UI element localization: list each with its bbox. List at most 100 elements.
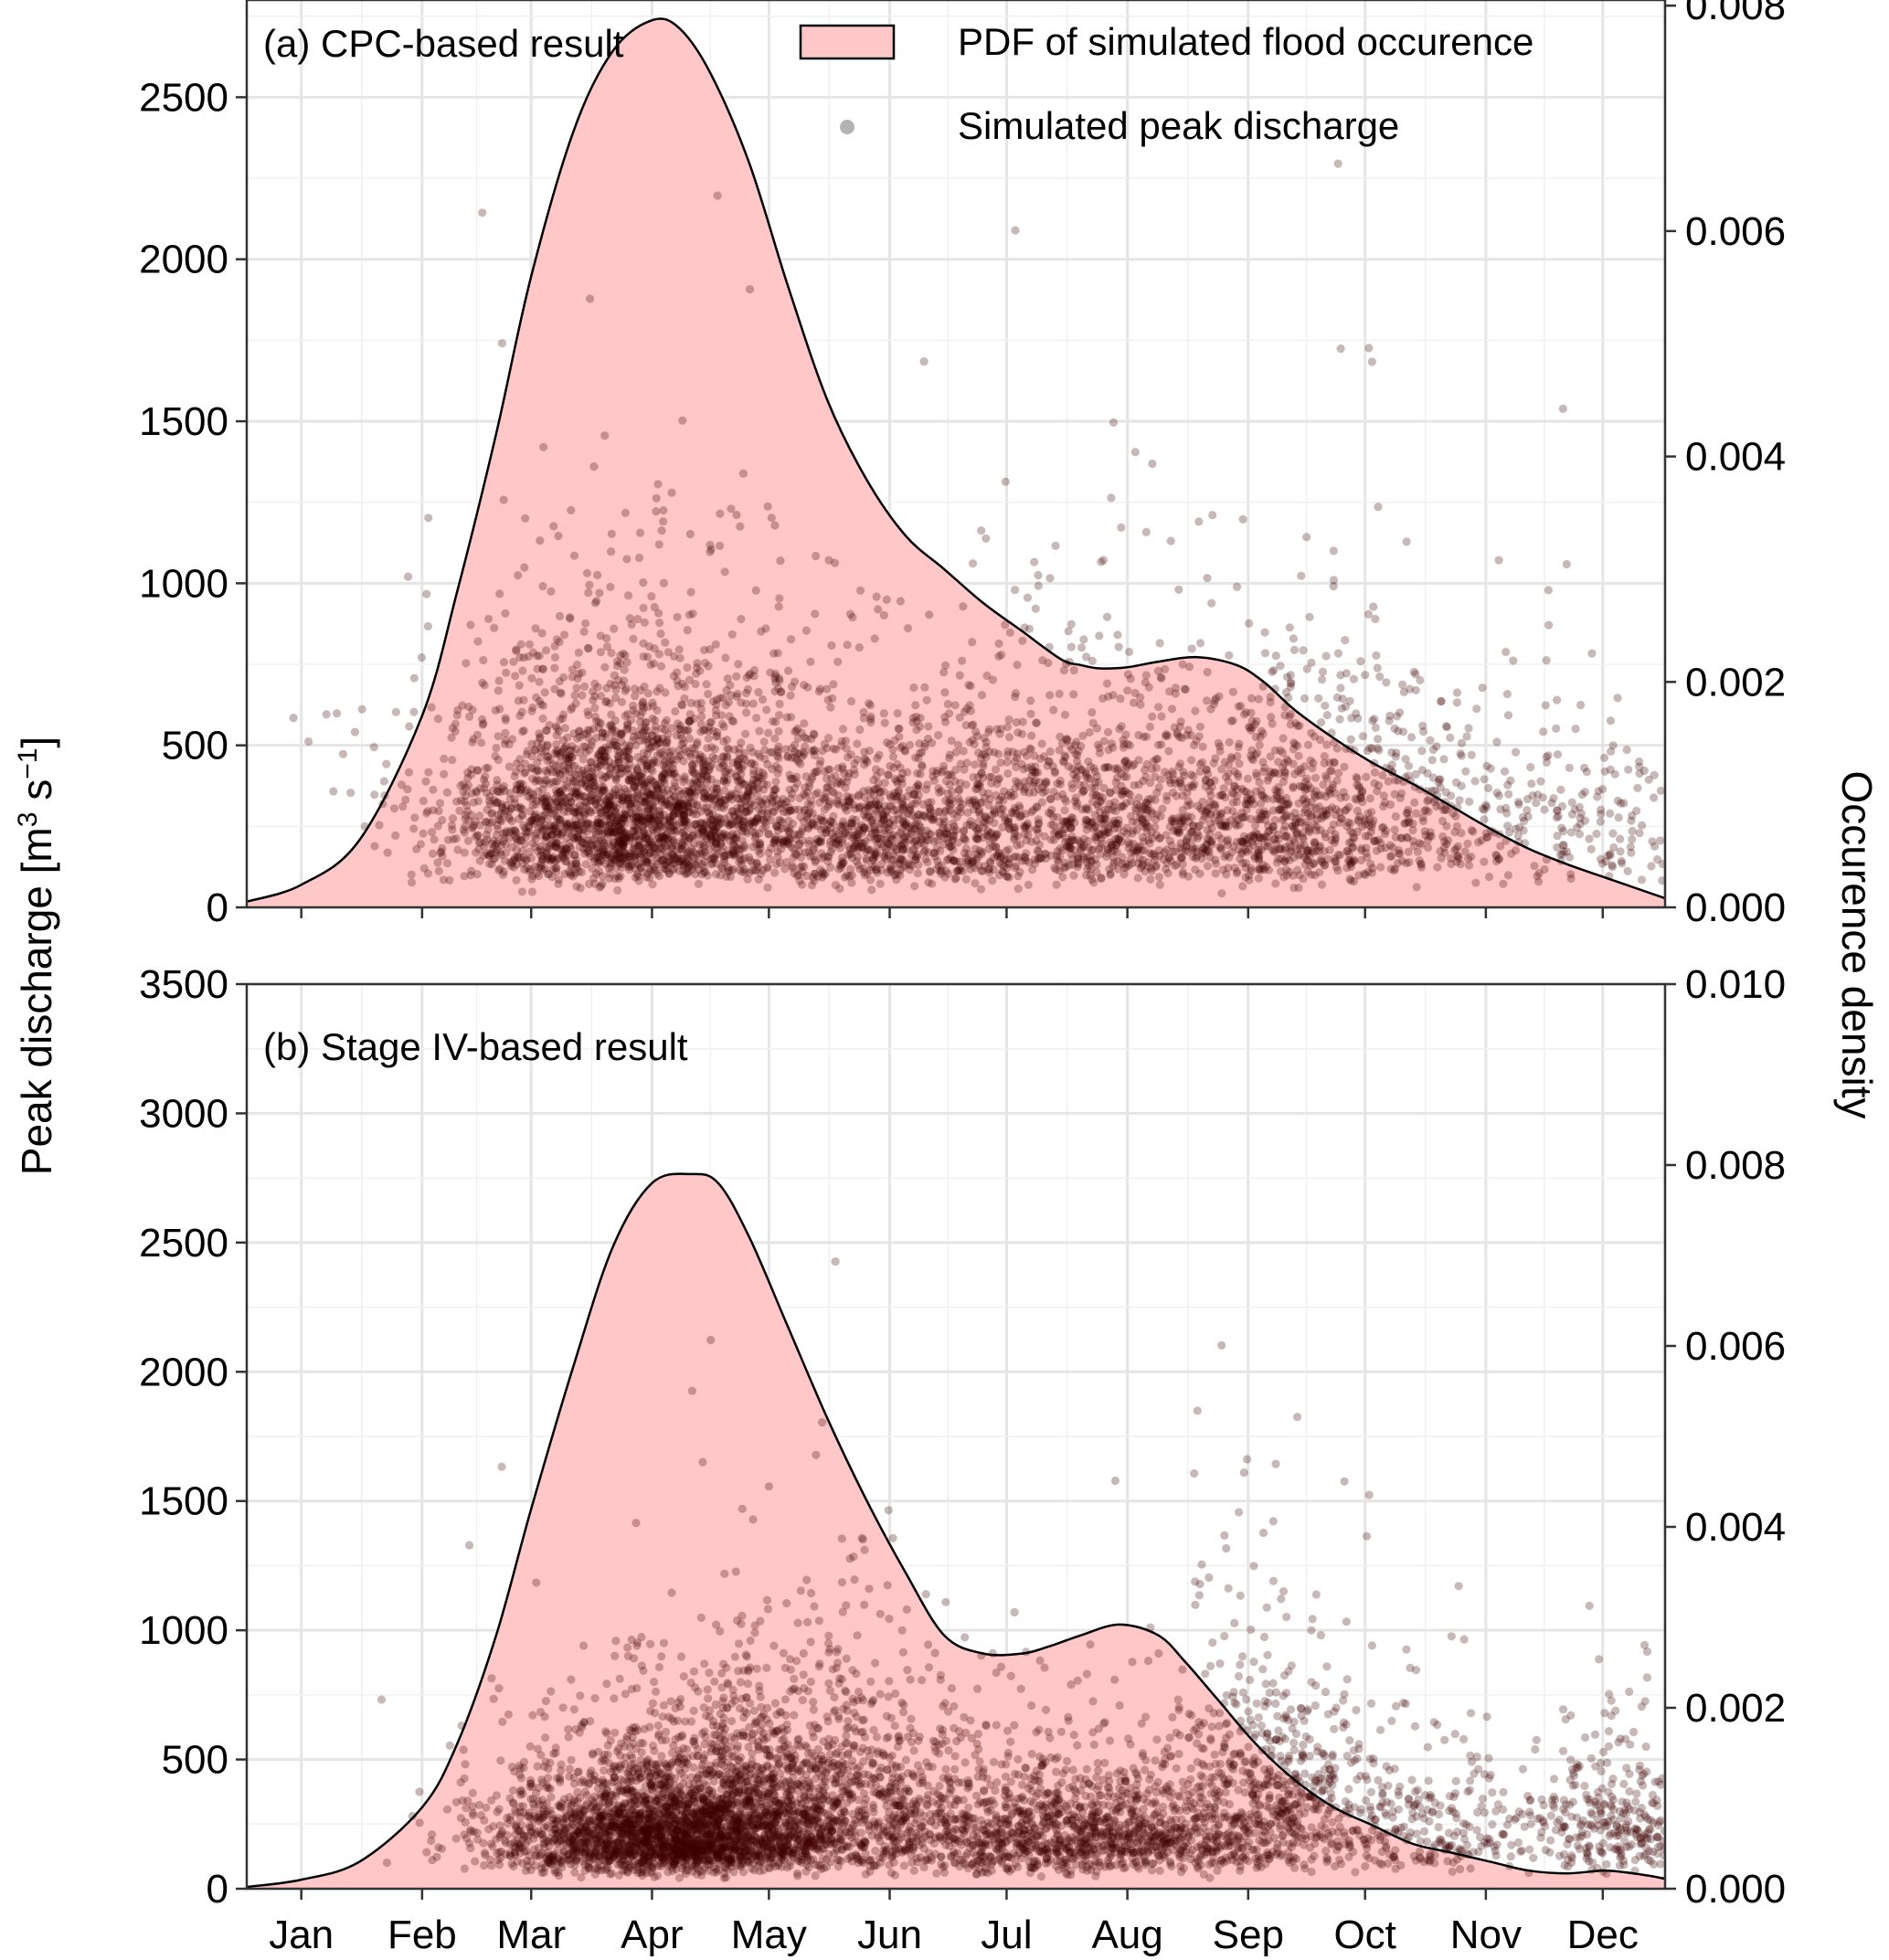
panel-a-point: [574, 727, 584, 736]
panel-a-point: [538, 701, 548, 710]
panel-a-point: [645, 800, 654, 810]
panel-a-point: [617, 697, 627, 706]
panel-a-point: [723, 752, 732, 761]
panel-a-point: [565, 767, 574, 776]
panel-a-point: [990, 805, 999, 814]
panel-a-point: [706, 540, 715, 550]
panel-a-point: [680, 775, 689, 784]
panel-a-point: [1369, 602, 1378, 611]
panel-a-point: [793, 724, 802, 734]
panel-a: 050010001500200025000.0000.0020.0040.006…: [139, 0, 1786, 930]
panel-a-point: [761, 624, 770, 633]
panel-a-point: [811, 609, 820, 619]
panel-a-point: [961, 874, 971, 885]
panel-a-point: [517, 887, 527, 896]
panel-a-point: [1029, 779, 1038, 788]
panel-a-point: [1130, 448, 1140, 457]
panel-a-point: [680, 817, 690, 826]
panel-a-point: [512, 785, 522, 794]
panel-a-point: [1271, 879, 1280, 888]
panel-a-point: [1004, 715, 1013, 725]
panel-a-point: [602, 634, 611, 643]
panel-a-point: [1079, 854, 1088, 863]
panel-a-point: [982, 534, 991, 543]
panel-a-point: [639, 603, 648, 613]
panel-a-point: [632, 825, 642, 834]
panel-a-point: [1067, 642, 1076, 652]
panel-a-point: [678, 856, 687, 866]
panel-a-point: [621, 741, 631, 750]
panel-a-point: [735, 865, 745, 874]
panel-a-point: [1117, 523, 1126, 533]
panel-a-point: [1056, 776, 1065, 786]
panel-a-point: [955, 713, 964, 722]
panel-a-point: [1157, 712, 1166, 721]
panel-a-point: [1081, 815, 1090, 824]
panel-a-point: [671, 800, 680, 810]
panel-a-point: [438, 816, 447, 825]
panel-a-point: [589, 857, 599, 866]
panel-a-point: [633, 850, 642, 859]
panel-a-point: [780, 840, 789, 849]
panel-a-point: [1171, 861, 1180, 871]
panel-a-point: [383, 848, 392, 857]
panel-a-point: [763, 809, 772, 819]
panel-a-point: [629, 726, 638, 736]
panel-a-point: [570, 691, 579, 700]
panel-a-point: [746, 669, 755, 679]
panel-a-point: [565, 792, 575, 802]
panel-a-point: [1003, 863, 1012, 873]
panel-a-point: [564, 803, 573, 812]
panel-a-point: [829, 680, 838, 689]
panel-a-point: [847, 878, 856, 887]
panel-a-point: [923, 858, 932, 867]
panel-a-point: [1299, 646, 1308, 655]
panel-a-point: [581, 860, 590, 869]
panel-a-point: [573, 674, 582, 683]
panel-a-point: [544, 801, 554, 810]
panel-a-point: [972, 834, 982, 843]
panel-a-point: [929, 767, 938, 776]
panel-a-point: [737, 614, 746, 624]
panel-a-point: [716, 819, 726, 828]
panel-a-point: [405, 722, 414, 731]
panel-a-point: [647, 841, 657, 850]
panel-a-point: [923, 780, 932, 789]
panel-a-point: [803, 683, 812, 692]
panel-a-point: [696, 727, 706, 736]
panel-a-point: [697, 825, 707, 834]
panel-a-point: [548, 778, 557, 787]
panel-a-point: [702, 778, 712, 787]
panel-a-point: [547, 831, 557, 840]
panel-a-point: [772, 860, 781, 869]
panel-a-point: [763, 502, 772, 511]
panel-a-point: [804, 782, 814, 791]
panel-a-point: [535, 729, 544, 738]
panel-a-point: [697, 783, 706, 792]
panel-a-point: [442, 788, 451, 797]
panel-a-point: [534, 787, 543, 796]
panel-a-point: [676, 854, 685, 864]
panel-a-point: [528, 648, 538, 657]
panel-a-point: [768, 765, 777, 774]
panel-a-point: [639, 577, 648, 588]
panel-a-point: [1051, 541, 1060, 551]
panel-a-point: [545, 721, 554, 730]
panel-a-point: [629, 701, 638, 710]
panel-a-point: [763, 863, 772, 872]
panel-a-point: [844, 796, 854, 806]
panel-a-point: [653, 784, 663, 793]
panel-a-point: [896, 597, 906, 606]
panel-a-point: [553, 766, 562, 775]
panel-a-point: [886, 740, 895, 749]
panel-a-point: [493, 845, 502, 854]
panel-a-point: [655, 618, 664, 628]
panel-a-point: [597, 747, 607, 756]
panel-a-point: [1337, 704, 1346, 713]
panel-a-point: [719, 752, 728, 761]
panel-a-point: [712, 700, 721, 709]
panel-a-point: [784, 816, 793, 825]
panel-a-point: [642, 732, 651, 741]
panel-a-point: [620, 764, 629, 773]
panel-a-point: [634, 876, 643, 885]
